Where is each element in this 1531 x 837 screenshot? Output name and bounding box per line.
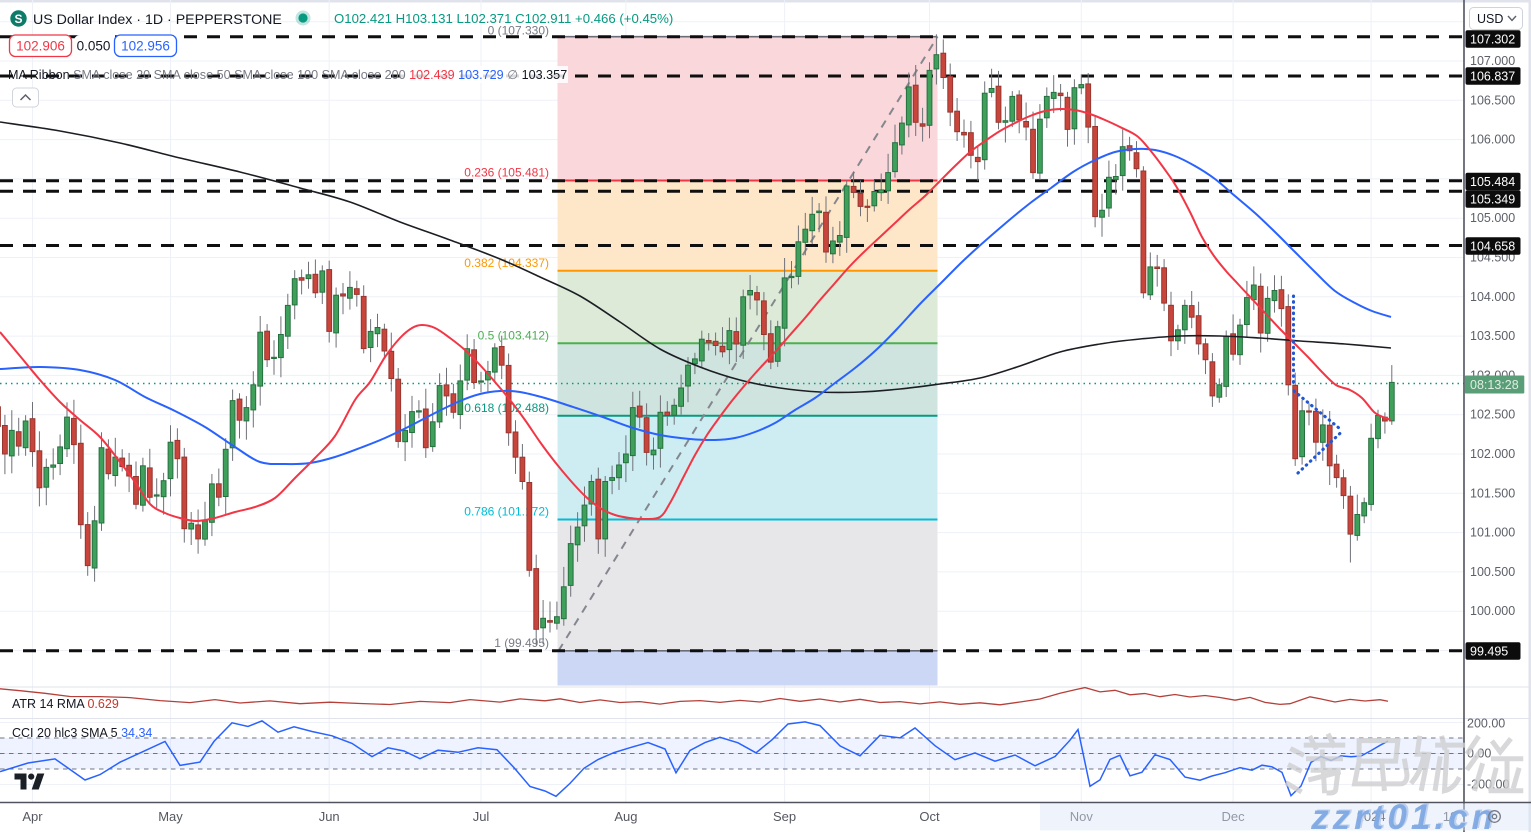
svg-text:1 (99.495): 1 (99.495): [494, 636, 549, 650]
svg-text:105.484: 105.484: [1470, 175, 1515, 189]
svg-text:105.000: 105.000: [1470, 211, 1515, 225]
svg-text:MA Ribbon SMA close 20 SMA clo: MA Ribbon SMA close 20 SMA close 50 SMA …: [8, 68, 567, 82]
svg-text:0.786 (101.172): 0.786 (101.172): [464, 505, 549, 519]
svg-text:106.837: 106.837: [1470, 69, 1515, 83]
svg-text:101.500: 101.500: [1470, 486, 1515, 500]
svg-text:0.382 (104.337): 0.382 (104.337): [464, 256, 549, 270]
svg-text:102.000: 102.000: [1470, 447, 1515, 461]
svg-text:Sep: Sep: [773, 809, 796, 824]
svg-text:08:13:28: 08:13:28: [1470, 378, 1519, 392]
svg-text:200.00: 200.00: [1467, 717, 1505, 731]
svg-text:May: May: [158, 809, 183, 824]
svg-text:105.349: 105.349: [1470, 192, 1515, 206]
svg-text:CCI 20 hlc3 SMA 5 34.34: CCI 20 hlc3 SMA 5 34.34: [12, 726, 152, 740]
svg-text:Jul: Jul: [473, 809, 490, 824]
svg-text:100.500: 100.500: [1470, 565, 1515, 579]
svg-text:101.000: 101.000: [1470, 526, 1515, 540]
svg-text:106.000: 106.000: [1470, 133, 1515, 147]
svg-text:102.500: 102.500: [1470, 408, 1515, 422]
svg-text:Oct: Oct: [919, 809, 940, 824]
svg-text:O102.421 H103.131 L102.371 C10: O102.421 H103.131 L102.371 C102.911 +0.4…: [334, 11, 673, 26]
svg-text:104.000: 104.000: [1470, 290, 1515, 304]
svg-text:Aug: Aug: [614, 809, 637, 824]
svg-text:99.495: 99.495: [1470, 644, 1508, 658]
svg-text:106.500: 106.500: [1470, 93, 1515, 107]
svg-text:107.302: 107.302: [1470, 32, 1515, 46]
svg-text:US Dollar Index · 1D · PEPPERS: US Dollar Index · 1D · PEPPERSTONE: [33, 12, 282, 28]
svg-text:Jun: Jun: [319, 809, 340, 824]
svg-text:104.658: 104.658: [1470, 239, 1515, 253]
svg-text:0.5 (103.412): 0.5 (103.412): [478, 328, 549, 342]
svg-text:100.000: 100.000: [1470, 604, 1515, 618]
svg-text:102.906: 102.906: [16, 39, 65, 54]
svg-text:103.500: 103.500: [1470, 329, 1515, 343]
svg-text:107.000: 107.000: [1470, 54, 1515, 68]
svg-text:S: S: [14, 12, 22, 26]
svg-text:0.236 (105.481): 0.236 (105.481): [464, 166, 549, 180]
svg-text:zzrt01.cn: zzrt01.cn: [1310, 798, 1497, 832]
svg-text:Apr: Apr: [22, 809, 43, 824]
svg-text:102.956: 102.956: [121, 39, 170, 54]
svg-text:ATR 14 RMA 0.629: ATR 14 RMA 0.629: [12, 697, 119, 711]
svg-text:0.050: 0.050: [77, 39, 111, 54]
svg-text:USD: USD: [1477, 12, 1503, 26]
